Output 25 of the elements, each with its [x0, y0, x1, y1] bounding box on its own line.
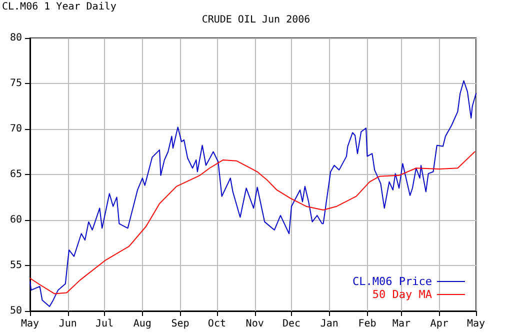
y-tick-label: 60: [10, 214, 22, 226]
x-tick-label: Sep: [171, 318, 190, 330]
x-tick-label: Dec: [282, 318, 301, 330]
x-tick-label: May: [20, 318, 40, 330]
chart-title: CRUDE OIL Jun 2006: [202, 14, 310, 26]
y-tick-label: 70: [10, 124, 22, 134]
x-tick-label: Jul: [96, 318, 114, 330]
legend-label: 50 Day MA: [372, 288, 432, 301]
y-tick-label: 80: [10, 32, 22, 44]
legend-label: CL.M06 Price: [352, 275, 432, 288]
x-tick-label: Feb: [358, 318, 376, 330]
x-tick-label: Oct: [208, 318, 226, 330]
x-tick-label: Aug: [133, 318, 152, 330]
x-tick-label: Jun: [58, 318, 77, 330]
y-tick-label: 55: [10, 260, 22, 271]
text: CL.M06 1 Year Daily: [2, 2, 116, 12]
line-series: [30, 80, 476, 307]
y-tick-label: 65: [10, 169, 22, 180]
y-tick-label: 75: [10, 78, 22, 89]
x-tick-label: Jan: [320, 318, 338, 330]
x-tick-label: Apr: [430, 318, 448, 330]
y-tick-label: 50: [10, 306, 22, 316]
x-tick-label: May: [466, 318, 486, 330]
x-tick-label: Mar: [392, 318, 410, 330]
x-tick-label: Nov: [246, 318, 264, 330]
